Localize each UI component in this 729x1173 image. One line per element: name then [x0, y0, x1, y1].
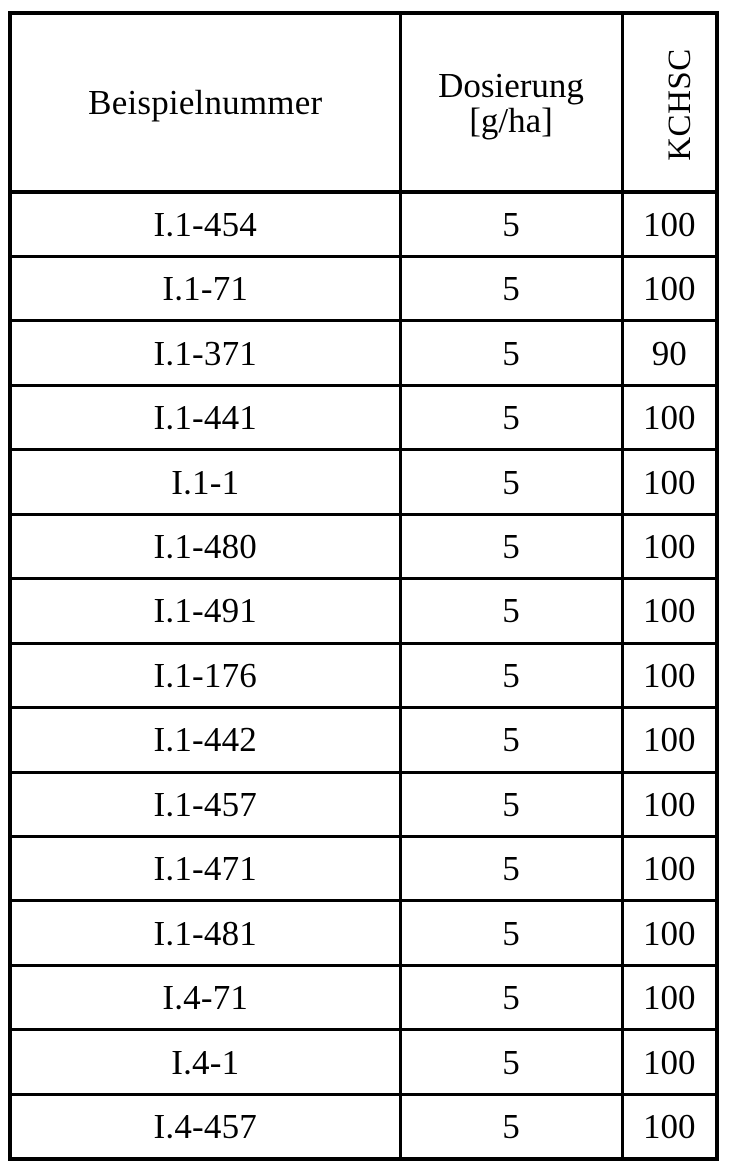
cell-beispielnummer: I.1-371	[10, 319, 402, 386]
table-row: I.4-71 5 100	[10, 963, 717, 1030]
cell-dosierung: 5	[400, 770, 624, 837]
cell-beispielnummer: I.4-71	[10, 963, 402, 1030]
table-header-row: Beispielnummer Dosierung [g/ha] KCHSC	[10, 13, 717, 194]
cell-kchsc: 100	[622, 190, 717, 257]
cell-dosierung: 5	[400, 641, 624, 708]
cell-beispielnummer: I.1-441	[10, 383, 402, 450]
cell-dosierung: 5	[400, 835, 624, 901]
cell-dosierung: 5	[400, 963, 624, 1030]
table-row: I.1-454 5 100	[10, 190, 717, 257]
cell-beispielnummer: I.1-457	[10, 770, 402, 837]
table-row: I.1-176 5 100	[10, 641, 717, 708]
cell-dosierung: 5	[400, 190, 624, 257]
cell-dosierung: 5	[400, 383, 624, 450]
cell-kchsc: 100	[622, 254, 717, 321]
column-header-dosierung-unit: [g/ha]	[469, 100, 553, 140]
cell-dosierung: 5	[400, 319, 624, 386]
cell-kchsc: 100	[622, 899, 717, 966]
cell-kchsc: 100	[622, 577, 717, 644]
cell-beispielnummer: I.1-176	[10, 641, 402, 708]
results-table: Beispielnummer Dosierung [g/ha] KCHSC I.…	[8, 11, 719, 1161]
column-header-dosierung: Dosierung [g/ha]	[400, 13, 624, 194]
cell-kchsc: 100	[622, 512, 717, 579]
table-row: I.1-480 5 100	[10, 512, 717, 579]
column-header-beispielnummer: Beispielnummer	[10, 13, 402, 194]
table-row: I.1-71 5 100	[10, 254, 717, 321]
cell-dosierung: 5	[400, 1028, 624, 1095]
cell-beispielnummer: I.1-71	[10, 254, 402, 321]
cell-beispielnummer: I.1-454	[10, 190, 402, 257]
cell-kchsc: 100	[622, 383, 717, 450]
cell-dosierung: 5	[400, 512, 624, 579]
cell-dosierung: 5	[400, 1092, 624, 1159]
table-row: I.1-471 5 100	[10, 835, 717, 901]
cell-kchsc: 100	[622, 1092, 717, 1159]
cell-dosierung: 5	[400, 706, 624, 773]
cell-beispielnummer: I.1-481	[10, 899, 402, 966]
table-row: I.1-457 5 100	[10, 770, 717, 837]
table-row: I.1-481 5 100	[10, 899, 717, 966]
cell-kchsc: 100	[622, 963, 717, 1030]
cell-kchsc: 90	[622, 319, 717, 386]
table-header: Beispielnummer Dosierung [g/ha] KCHSC	[10, 13, 717, 194]
cell-beispielnummer: I.1-442	[10, 706, 402, 773]
table-row: I.1-1 5 100	[10, 448, 717, 515]
table-row: I.1-442 5 100	[10, 706, 717, 773]
cell-beispielnummer: I.1-1	[10, 448, 402, 515]
cell-kchsc: 100	[622, 706, 717, 773]
cell-beispielnummer: I.4-1	[10, 1028, 402, 1095]
cell-beispielnummer: I.4-457	[10, 1092, 402, 1159]
cell-kchsc: 100	[622, 1028, 717, 1095]
cell-dosierung: 5	[400, 899, 624, 966]
cell-beispielnummer: I.1-491	[10, 577, 402, 644]
table-row: I.1-491 5 100	[10, 577, 717, 644]
cell-kchsc: 100	[622, 448, 717, 515]
table-row: I.4-1 5 100	[10, 1028, 717, 1095]
cell-kchsc: 100	[622, 770, 717, 837]
cell-kchsc: 100	[622, 641, 717, 708]
cell-kchsc: 100	[622, 835, 717, 901]
table-row: I.1-441 5 100	[10, 383, 717, 450]
cell-dosierung: 5	[400, 577, 624, 644]
column-header-dosierung-line1: Dosierung	[438, 65, 584, 105]
table-body: I.1-454 5 100 I.1-71 5 100 I.1-371 5 90 I.1-441 5 1…	[10, 190, 717, 1159]
cell-beispielnummer: I.1-480	[10, 512, 402, 579]
cell-dosierung: 5	[400, 448, 624, 515]
cell-beispielnummer: I.1-471	[10, 835, 402, 901]
table-row: I.1-371 5 90	[10, 319, 717, 386]
column-header-kchsc: KCHSC	[622, 13, 717, 194]
column-header-kchsc-label: KCHSC	[661, 47, 698, 161]
cell-dosierung: 5	[400, 254, 624, 321]
table-row: I.4-457 5 100	[10, 1092, 717, 1159]
